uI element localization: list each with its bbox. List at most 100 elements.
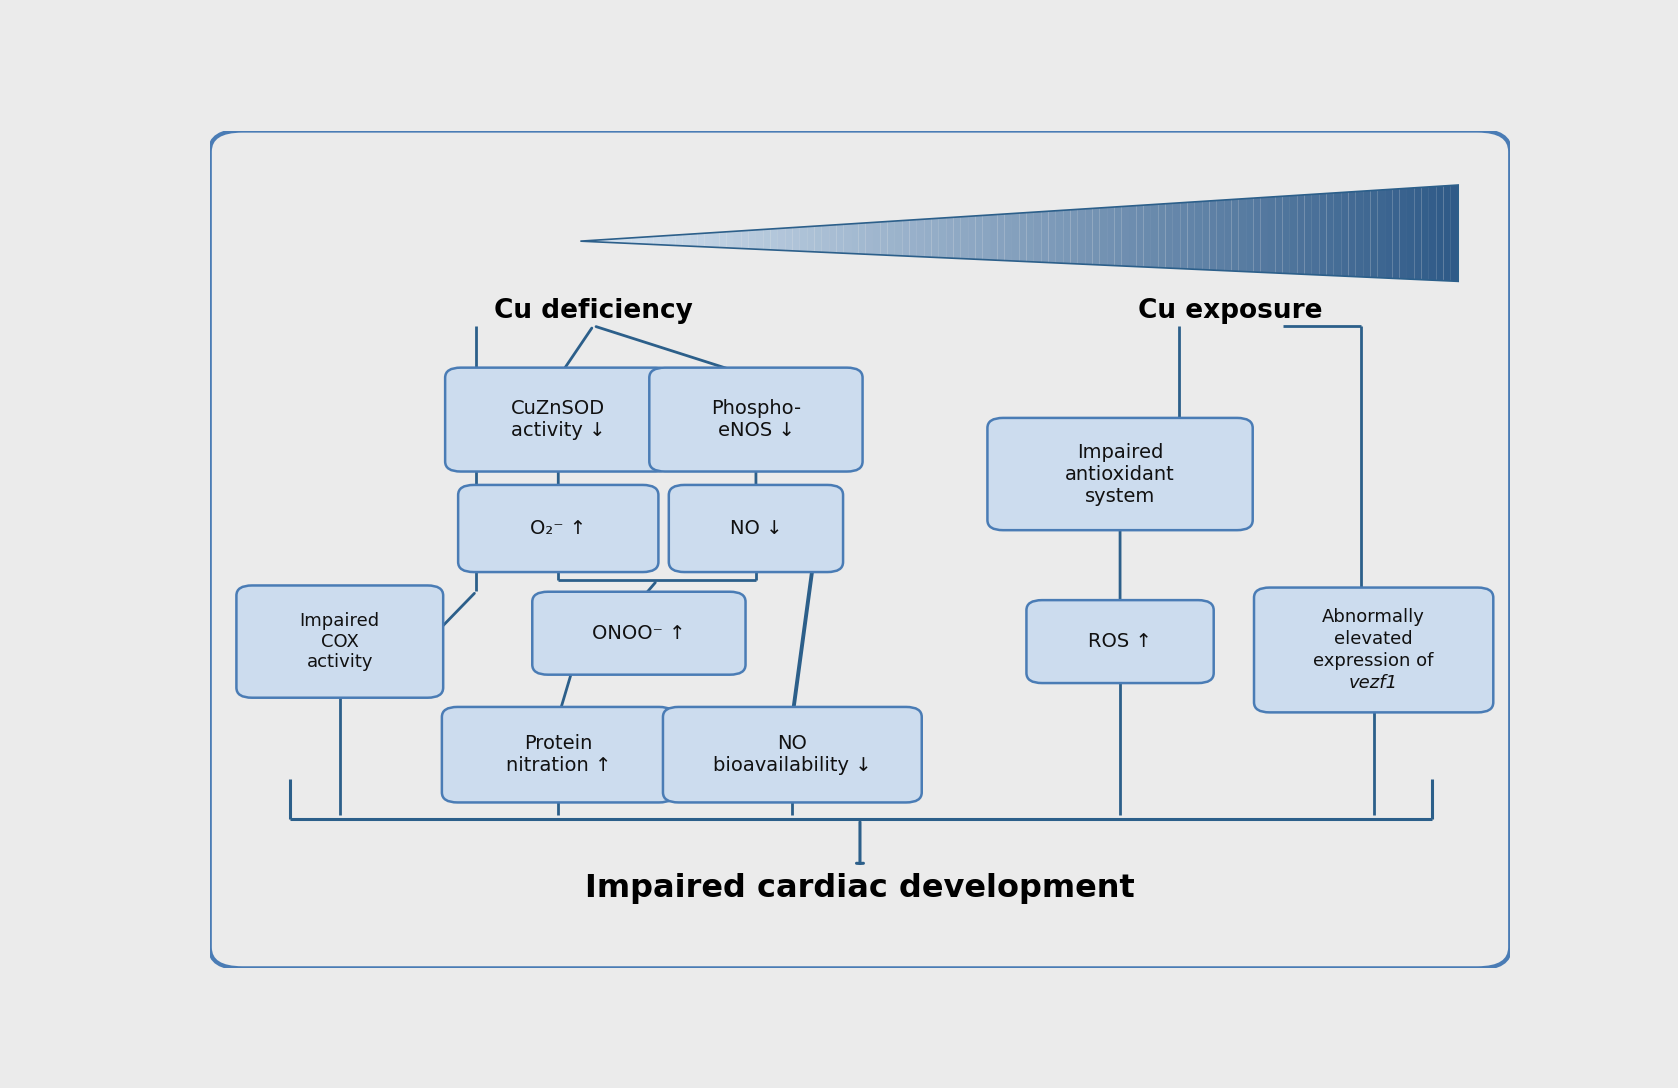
Text: Abnormally: Abnormally: [1322, 607, 1425, 626]
Polygon shape: [639, 237, 646, 244]
Polygon shape: [1275, 196, 1282, 273]
Polygon shape: [1327, 193, 1334, 275]
Polygon shape: [646, 236, 653, 245]
Polygon shape: [881, 222, 888, 256]
Polygon shape: [822, 225, 829, 252]
Polygon shape: [1049, 211, 1055, 263]
Polygon shape: [1312, 194, 1319, 275]
Text: Impaired cardiac development: Impaired cardiac development: [586, 874, 1134, 904]
Polygon shape: [1334, 193, 1341, 276]
Polygon shape: [1195, 201, 1201, 270]
Polygon shape: [1341, 191, 1349, 276]
Polygon shape: [968, 215, 975, 259]
Polygon shape: [925, 219, 931, 257]
Polygon shape: [1399, 188, 1406, 279]
Polygon shape: [742, 231, 748, 249]
Text: Phospho-
eNOS ↓: Phospho- eNOS ↓: [711, 399, 800, 440]
Text: ONOO⁻ ↑: ONOO⁻ ↑: [592, 623, 686, 643]
Polygon shape: [1129, 206, 1136, 267]
Polygon shape: [1282, 196, 1290, 274]
FancyBboxPatch shape: [532, 592, 745, 675]
Polygon shape: [587, 240, 596, 242]
Polygon shape: [1225, 199, 1232, 271]
Polygon shape: [1064, 210, 1071, 263]
Polygon shape: [916, 219, 925, 257]
Polygon shape: [836, 224, 844, 254]
Polygon shape: [1238, 199, 1247, 272]
Polygon shape: [755, 230, 763, 249]
Polygon shape: [698, 233, 705, 247]
Polygon shape: [1436, 186, 1443, 281]
Polygon shape: [1055, 210, 1064, 263]
Polygon shape: [1012, 213, 1019, 261]
Polygon shape: [1099, 208, 1107, 265]
Polygon shape: [690, 234, 698, 247]
Polygon shape: [931, 219, 938, 258]
Polygon shape: [624, 238, 631, 244]
Polygon shape: [1371, 190, 1378, 277]
Polygon shape: [1451, 185, 1458, 282]
FancyBboxPatch shape: [987, 418, 1253, 530]
Polygon shape: [1158, 203, 1166, 268]
Polygon shape: [873, 222, 881, 255]
Text: NO
bioavailability ↓: NO bioavailability ↓: [713, 734, 871, 775]
FancyBboxPatch shape: [210, 131, 1510, 968]
Polygon shape: [631, 237, 639, 244]
Polygon shape: [1166, 203, 1173, 269]
Polygon shape: [1042, 211, 1049, 262]
Polygon shape: [1201, 201, 1210, 270]
Polygon shape: [1107, 207, 1114, 265]
Polygon shape: [1421, 187, 1430, 280]
Polygon shape: [990, 214, 997, 260]
Polygon shape: [997, 214, 1005, 261]
Polygon shape: [1077, 209, 1086, 264]
Polygon shape: [720, 232, 727, 248]
Polygon shape: [733, 231, 742, 248]
Polygon shape: [829, 225, 836, 252]
Polygon shape: [683, 234, 690, 246]
Text: Cu deficiency: Cu deficiency: [493, 298, 693, 323]
FancyBboxPatch shape: [445, 368, 671, 471]
Polygon shape: [938, 218, 946, 258]
Polygon shape: [1393, 188, 1399, 279]
Polygon shape: [894, 221, 903, 256]
Polygon shape: [975, 215, 983, 260]
Polygon shape: [953, 217, 961, 259]
Polygon shape: [1443, 185, 1451, 281]
Polygon shape: [1297, 195, 1304, 274]
Polygon shape: [1027, 212, 1034, 262]
Polygon shape: [1217, 200, 1225, 271]
Polygon shape: [1005, 213, 1012, 261]
Polygon shape: [653, 236, 661, 245]
Polygon shape: [785, 227, 792, 251]
Polygon shape: [1173, 202, 1180, 269]
Polygon shape: [596, 239, 602, 243]
Polygon shape: [609, 238, 618, 243]
Polygon shape: [676, 235, 683, 246]
Polygon shape: [1269, 197, 1275, 273]
Text: Impaired
antioxidant
system: Impaired antioxidant system: [1066, 443, 1175, 506]
Polygon shape: [1319, 194, 1327, 275]
Polygon shape: [748, 230, 755, 249]
Polygon shape: [909, 220, 916, 257]
FancyBboxPatch shape: [670, 485, 842, 572]
Polygon shape: [1356, 191, 1363, 277]
Polygon shape: [792, 227, 800, 251]
Polygon shape: [814, 225, 822, 252]
FancyBboxPatch shape: [1027, 601, 1213, 683]
Text: Protein
nitration ↑: Protein nitration ↑: [505, 734, 611, 775]
Polygon shape: [1253, 198, 1260, 272]
Polygon shape: [1260, 197, 1269, 273]
Polygon shape: [668, 235, 676, 246]
Polygon shape: [618, 238, 624, 243]
Polygon shape: [705, 233, 711, 247]
Polygon shape: [1034, 212, 1042, 262]
Polygon shape: [1363, 190, 1371, 277]
Polygon shape: [661, 235, 668, 245]
Polygon shape: [1086, 209, 1092, 264]
Text: Impaired
COX
activity: Impaired COX activity: [300, 611, 379, 671]
Polygon shape: [1071, 209, 1077, 264]
Polygon shape: [1430, 186, 1436, 281]
Polygon shape: [1180, 202, 1188, 269]
Polygon shape: [1406, 188, 1415, 280]
